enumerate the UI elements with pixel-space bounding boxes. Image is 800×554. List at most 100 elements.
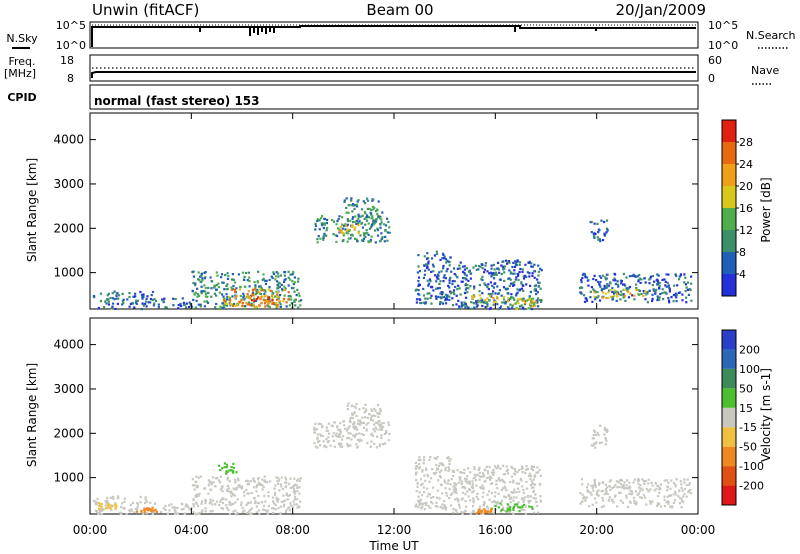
power-echo-cell bbox=[146, 295, 149, 298]
velocity-echo-cell bbox=[299, 477, 302, 480]
velocity-echo-cell bbox=[426, 475, 429, 478]
power-echo-cell bbox=[113, 298, 116, 301]
power-echo-cell bbox=[248, 280, 251, 283]
velocity-echo-cell bbox=[168, 509, 171, 512]
velocity-echo-cell bbox=[465, 478, 468, 481]
power-echo-cell bbox=[191, 270, 194, 274]
velocity-echo-cell bbox=[447, 469, 450, 473]
velocity-echo-cell bbox=[195, 513, 198, 516]
power-echo-cell bbox=[293, 276, 296, 279]
power-echo-cell bbox=[376, 234, 380, 237]
power-echo-cell bbox=[446, 259, 449, 262]
power-echo-cell bbox=[524, 301, 527, 304]
power-echo-cell bbox=[236, 304, 239, 307]
velocity-colorbar-tick-label: -200 bbox=[739, 480, 764, 493]
nave-tick-bottom: 0 bbox=[708, 72, 715, 85]
power-echo-cell bbox=[496, 295, 499, 299]
power-echo-cell bbox=[254, 284, 257, 287]
power-echo-cell bbox=[366, 214, 369, 217]
power-echo-cell bbox=[335, 240, 338, 243]
power-echo-cell bbox=[225, 302, 228, 305]
power-echo-cell bbox=[652, 288, 655, 291]
power-echo-cell bbox=[515, 261, 518, 264]
power-echo-cell bbox=[320, 222, 323, 225]
velocity-echo-cell bbox=[643, 482, 646, 485]
velocity-echo-cell bbox=[499, 502, 502, 505]
power-echo-cell bbox=[478, 300, 481, 303]
power-echo-cell bbox=[263, 292, 266, 295]
power-echo-cell bbox=[507, 297, 510, 300]
velocity-echo-cell bbox=[586, 490, 589, 493]
velocity-echo-cell bbox=[686, 478, 689, 481]
power-echo-cell bbox=[497, 292, 501, 295]
power-echo-cell bbox=[668, 288, 671, 291]
power-echo-cell bbox=[593, 236, 596, 239]
velocity-echo-cell bbox=[488, 498, 491, 501]
power-echo-cell bbox=[430, 286, 434, 289]
power-echo-cell bbox=[198, 294, 201, 297]
velocity-echo-cell bbox=[353, 428, 357, 431]
velocity-echo-cell bbox=[456, 511, 459, 514]
velocity-echo-cell bbox=[114, 507, 117, 510]
velocity-echo-cell bbox=[507, 506, 510, 509]
power-echo-cell bbox=[287, 284, 290, 287]
velocity-echo-cell bbox=[490, 508, 493, 511]
power-echo-cell bbox=[364, 232, 367, 235]
power-echo-cell bbox=[164, 306, 167, 309]
power-echo-cell bbox=[415, 298, 419, 301]
velocity-echo-cell bbox=[476, 511, 480, 514]
power-echo-cell bbox=[609, 282, 612, 285]
power-echo-cell bbox=[465, 278, 468, 281]
freq-tick-bottom: 8 bbox=[67, 72, 74, 85]
velocity-echo-cell bbox=[351, 416, 354, 420]
power-echo-cell bbox=[371, 215, 374, 218]
velocity-echo-cell bbox=[464, 477, 467, 480]
velocity-echo-cell bbox=[371, 409, 374, 413]
velocity-echo-cell bbox=[507, 504, 510, 507]
power-echo-cell bbox=[105, 302, 108, 305]
power-echo-cell bbox=[649, 275, 653, 278]
power-echo-cell bbox=[657, 281, 660, 284]
velocity-echo-cell bbox=[452, 488, 455, 491]
velocity-echo-cell bbox=[226, 506, 229, 510]
velocity-echo-cell bbox=[228, 513, 231, 516]
power-colorbar-tick-label: 28 bbox=[739, 136, 753, 149]
velocity-echo-cell bbox=[377, 422, 380, 425]
power-colorbar-label: Power [dB] bbox=[759, 177, 773, 242]
velocity-echo-cell bbox=[232, 487, 235, 490]
power-echo-cell bbox=[316, 219, 319, 223]
power-echo-cell bbox=[500, 264, 503, 267]
power-echo-cell bbox=[667, 297, 670, 300]
velocity-echo-cell bbox=[94, 500, 97, 503]
power-colorbar-segment bbox=[722, 142, 736, 164]
power-echo-cell bbox=[371, 205, 375, 208]
velocity-echo-cell bbox=[331, 425, 334, 428]
power-echo-cell bbox=[535, 289, 538, 292]
power-echo-cell bbox=[598, 282, 601, 285]
velocity-echo-cell bbox=[637, 482, 640, 485]
velocity-ytick-label: 4000 bbox=[53, 338, 84, 352]
power-colorbar-tick-label: 8 bbox=[739, 246, 746, 259]
velocity-echo-cell bbox=[374, 426, 377, 429]
power-echo-cell bbox=[453, 272, 456, 276]
power-colorbar-segment bbox=[722, 274, 736, 296]
velocity-echo-cell bbox=[442, 464, 445, 467]
power-echo-cell bbox=[518, 261, 522, 264]
velocity-echo-cell bbox=[273, 491, 277, 494]
power-echo-cell bbox=[598, 283, 601, 286]
velocity-echo-cell bbox=[226, 476, 230, 479]
velocity-echo-cell bbox=[135, 510, 138, 513]
power-echo-cell bbox=[481, 267, 484, 270]
velocity-echo-cell bbox=[683, 493, 686, 496]
power-echo-cell bbox=[438, 271, 441, 274]
velocity-echo-cell bbox=[225, 466, 228, 469]
velocity-echo-cell bbox=[293, 492, 296, 495]
power-echo-cell bbox=[593, 222, 596, 225]
velocity-echo-cell bbox=[319, 433, 322, 436]
power-echo-cell bbox=[226, 272, 229, 275]
power-echo-cell bbox=[459, 293, 462, 296]
power-echo-cell bbox=[351, 203, 355, 206]
power-echo-cell bbox=[103, 306, 106, 309]
velocity-echo-region bbox=[313, 420, 391, 449]
velocity-echo-cell bbox=[612, 501, 615, 504]
